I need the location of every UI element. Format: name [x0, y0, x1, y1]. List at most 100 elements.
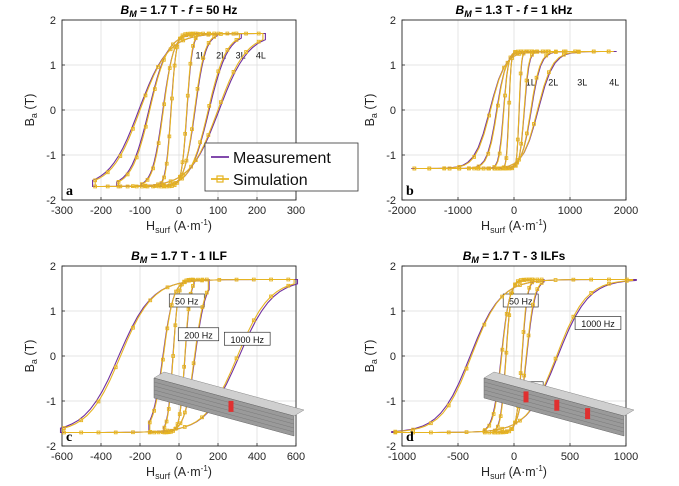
simulation-marker	[206, 32, 211, 37]
loop-label-box	[177, 327, 220, 342]
simulation-marker	[93, 184, 97, 189]
simulation-marker	[152, 408, 156, 413]
x-axis-label: Hsurf (A·m-1)	[481, 218, 547, 235]
simulation-marker	[167, 134, 172, 139]
y-tick-label: 1	[50, 306, 56, 318]
simulation-marker	[79, 430, 84, 435]
x-tick-label: -200	[90, 205, 112, 217]
simulation-marker	[182, 410, 187, 415]
simulation-marker	[504, 156, 509, 160]
loop-label: 2L	[216, 51, 226, 61]
simulation-marker	[411, 427, 415, 432]
loop-label: 1L	[195, 51, 205, 61]
simulation-marker	[522, 373, 527, 378]
x-tick-label: 200	[248, 205, 266, 217]
simulation-marker	[500, 347, 505, 352]
simulation-marker	[162, 175, 166, 180]
simulation-marker	[177, 288, 182, 293]
y-axis-label: Ba (T)	[23, 340, 39, 373]
simulation-marker	[96, 399, 101, 404]
simulation-marker	[169, 428, 174, 433]
simulation-marker	[200, 305, 205, 309]
simulation-marker	[589, 291, 594, 295]
simulation-marker	[535, 279, 540, 284]
simulation-marker	[532, 122, 536, 126]
simulation-marker	[156, 182, 160, 187]
simulation-marker	[162, 102, 167, 107]
y-tick-label: -1	[386, 396, 396, 408]
y-tick-label: 1	[390, 60, 396, 72]
simulation-marker	[204, 277, 209, 282]
loop-label: 1L	[526, 78, 536, 88]
y-tick-label: 0	[390, 351, 396, 363]
panel-letter: b	[406, 184, 414, 199]
simulation-marker	[571, 277, 576, 282]
simulation-marker	[191, 284, 195, 288]
simulation-marker	[168, 47, 173, 52]
x-tick-label: -500	[447, 451, 469, 463]
simulation-marker	[495, 424, 500, 429]
simulation-marker	[457, 164, 462, 169]
simulation-marker	[491, 412, 496, 416]
simulation-marker	[497, 151, 502, 156]
simulation-marker	[553, 356, 558, 361]
y-axis-label: Ba (T)	[23, 94, 39, 127]
simulation-marker	[164, 419, 169, 424]
simulation-marker	[234, 356, 239, 361]
plot-frame	[401, 265, 627, 447]
simulation-marker	[517, 279, 522, 284]
y-tick-label: -2	[46, 441, 56, 453]
simulation-marker	[188, 61, 193, 66]
simulation-marker	[189, 33, 193, 37]
simulation-marker	[131, 430, 135, 435]
legend: Measurement Simulation	[204, 142, 359, 192]
simulation-marker	[429, 430, 433, 435]
simulation-marker	[148, 298, 153, 303]
simulation-marker	[547, 70, 551, 75]
simulation-marker	[518, 371, 523, 375]
simulation-marker	[518, 71, 523, 76]
simulation-marker	[156, 141, 161, 146]
simulation-marker	[116, 180, 121, 184]
simulation-marker	[181, 172, 186, 177]
simulation-marker	[186, 307, 191, 312]
simulation-marker	[544, 53, 549, 58]
simulation-marker	[190, 127, 194, 131]
simulation-marker	[607, 277, 611, 282]
simulation-marker	[113, 365, 118, 370]
simulation-marker	[561, 49, 566, 54]
y-axis-label: Ba (T)	[363, 94, 379, 127]
simulation-marker	[166, 407, 171, 411]
simulation-marker	[105, 170, 110, 175]
simulation-marker	[193, 34, 198, 39]
simulation-marker	[269, 277, 273, 282]
loop-label: 50 Hz	[509, 297, 533, 307]
simulation-marker	[156, 65, 160, 69]
y-tick-label: -2	[386, 441, 396, 453]
chart-panel-c: -600 -400 -200 0 200 400 600 -2 -1 0 1 2 50 Hz 200 Hz…	[23, 249, 305, 481]
simulation-marker	[143, 93, 148, 98]
simulation-marker	[231, 31, 236, 36]
simulation-marker	[256, 39, 261, 44]
y-axis-label: Ba (T)	[363, 340, 379, 373]
x-tick-label: 0	[511, 451, 517, 463]
simulation-marker	[496, 430, 500, 435]
simulation-marker	[177, 412, 182, 416]
x-tick-label: 0	[176, 205, 182, 217]
simulation-marker	[193, 158, 198, 163]
panel-letter: c	[66, 430, 72, 445]
simulation-marker	[531, 277, 535, 282]
simulation-marker	[591, 49, 596, 54]
simulation-marker	[191, 361, 196, 366]
lamination-bar-illustration	[483, 371, 635, 437]
loop-label: 2L	[548, 78, 558, 88]
simulation-marker	[145, 177, 150, 182]
y-tick-label: 0	[50, 105, 56, 117]
simulation-marker	[286, 277, 291, 282]
simulation-marker	[521, 330, 526, 334]
simulation-marker	[161, 357, 165, 362]
simulation-marker	[171, 181, 175, 186]
loop-label: 1000 Hz	[581, 319, 615, 329]
simulation-marker	[174, 289, 178, 294]
